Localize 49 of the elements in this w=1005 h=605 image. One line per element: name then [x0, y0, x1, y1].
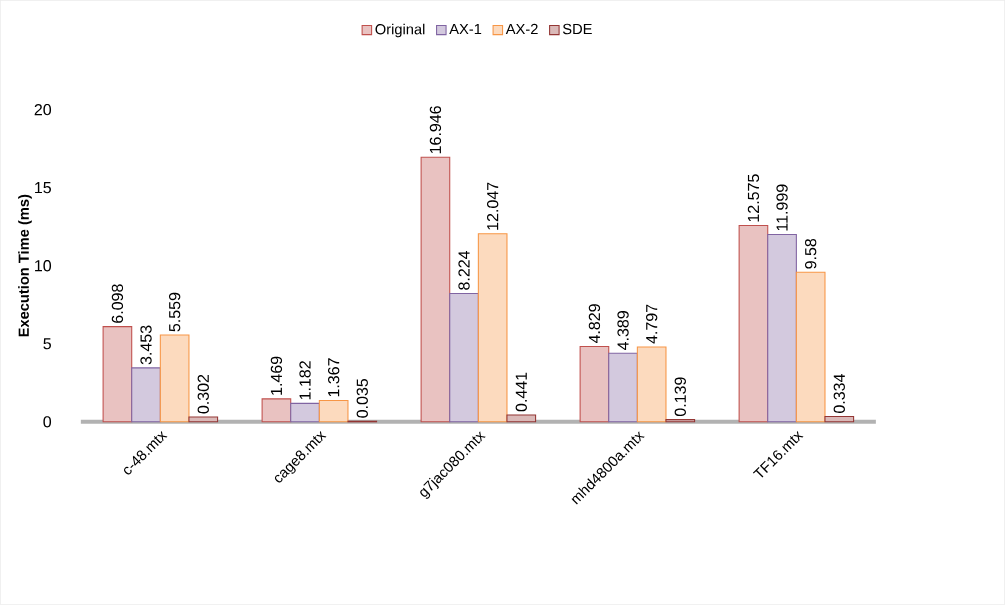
data-label: 0.334: [833, 374, 845, 414]
bar: [102, 326, 133, 423]
data-label: 4.797: [646, 304, 658, 344]
data-label: 8.224: [458, 251, 470, 290]
bar: [506, 414, 537, 423]
y-tick-label: 15: [35, 182, 51, 194]
data-label: 6.098: [111, 284, 124, 323]
bar: [636, 346, 667, 423]
legend-label: AX-2: [505, 23, 538, 35]
data-label: 0.139: [674, 377, 686, 417]
bar: [290, 402, 320, 423]
bar: [665, 419, 696, 423]
data-label: 1.469: [270, 356, 283, 395]
bar: [131, 367, 161, 423]
legend-label: AX-1: [449, 24, 482, 35]
data-label: 12.047: [487, 182, 499, 230]
data-label: 16.946: [429, 106, 442, 154]
y-tick-label: 0: [43, 416, 52, 428]
y-tick-label: 5: [43, 338, 51, 350]
data-label: 9.58: [805, 238, 817, 269]
data-label: 0.302: [197, 374, 209, 414]
bar: [738, 225, 769, 423]
legend-label: SDE: [562, 23, 592, 35]
data-label: 1.367: [328, 358, 340, 397]
bar: [767, 234, 797, 423]
data-label: 4.389: [617, 311, 629, 351]
bar: [318, 400, 349, 423]
data-label: 5.559: [168, 292, 181, 332]
data-label: 0.035: [356, 379, 368, 418]
legend-label: Original: [375, 23, 425, 38]
y-tick-label: 20: [34, 104, 52, 116]
bar: [261, 398, 292, 423]
bar: [579, 345, 610, 423]
y-tick-label: 10: [35, 260, 52, 272]
data-label: 1.182: [299, 361, 311, 400]
bar: [795, 271, 826, 423]
bar: [188, 416, 219, 423]
bar: [159, 334, 190, 423]
bar: [449, 293, 479, 423]
data-label: 11.999: [776, 184, 788, 231]
data-label: 3.453: [140, 325, 152, 365]
data-label: 12.575: [747, 174, 760, 222]
data-label: 0.441: [515, 372, 527, 412]
bar: [608, 352, 638, 423]
data-label: 4.829: [588, 304, 601, 344]
bar: [477, 233, 508, 423]
bar: [420, 156, 451, 423]
y-axis-title: Execution Time (ms): [18, 194, 32, 337]
bar: [824, 416, 855, 423]
